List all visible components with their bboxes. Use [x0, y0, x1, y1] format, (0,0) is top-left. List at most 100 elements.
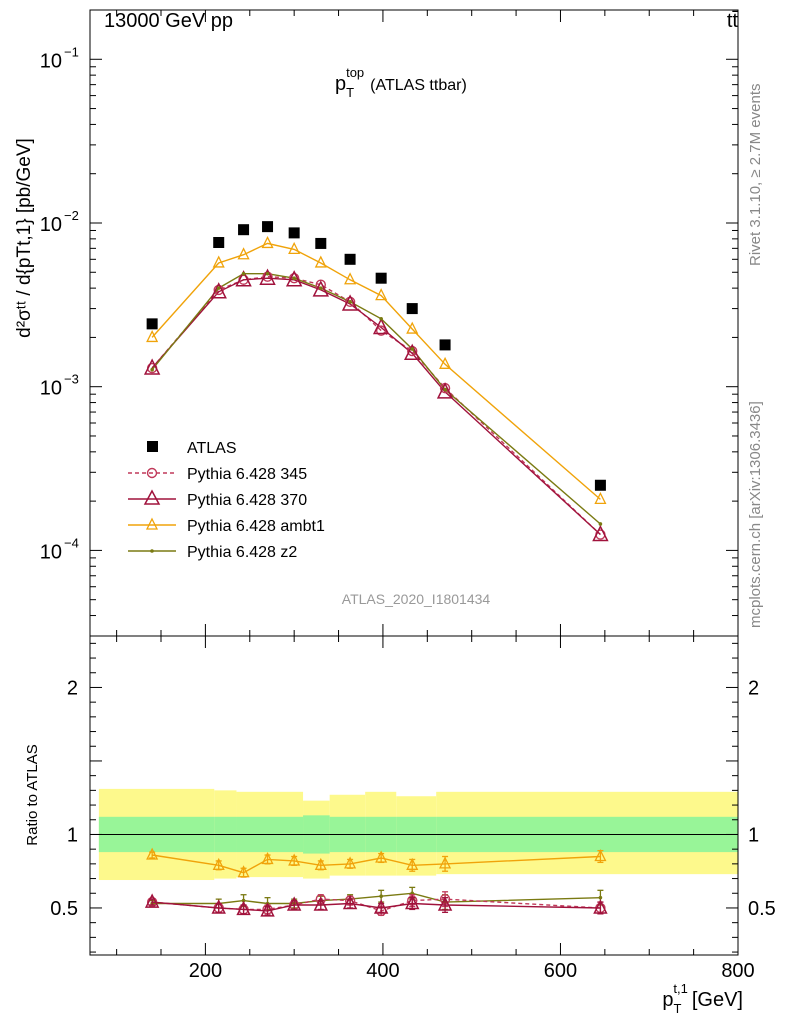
point-pythia-6-428-370-2: [235, 270, 252, 287]
ratio-point-pythia-6-428-ambt1-10: [594, 849, 607, 862]
point-pythia-6-428-370-3: [259, 268, 276, 285]
legend-marker-370: [143, 489, 161, 505]
ratio-point-pythia-6-428-370-2: [236, 900, 251, 916]
point-atlas-9: [439, 339, 451, 351]
point-pythia-6-428-z2-3: [265, 271, 270, 276]
point-atlas-2: [238, 224, 250, 236]
point-atlas-5: [315, 237, 327, 249]
ratio-frame: [89, 635, 739, 956]
point-pythia-6-428-ambt1-0: [146, 329, 159, 343]
main-ytick-exp-3: −4: [64, 535, 79, 550]
title-sub: T: [346, 85, 354, 100]
point-pythia-6-428-ambt1-1: [212, 255, 225, 268]
series-line-pythia-6-428-ambt1: [151, 242, 601, 500]
point-pythia-6-428-345-7: [375, 325, 387, 336]
ratio-ytick-label-right-0: 0.5: [748, 898, 776, 920]
ratio-point-pythia-6-428-ambt1-8: [406, 857, 419, 870]
point-pythia-6-428-ambt1-6: [344, 272, 357, 285]
ratio-point-pythia-6-428-370-4: [286, 896, 302, 911]
ratio-ylabel: Ratio to ATLAS: [24, 744, 41, 845]
point-atlas-4: [288, 227, 300, 239]
point-pythia-6-428-370-5: [312, 280, 330, 297]
xlabel-unit: [GeV]: [692, 989, 743, 1011]
point-pythia-6-428-370-10: [592, 524, 609, 542]
legend-item-atlas: ATLAS: [147, 440, 237, 457]
point-atlas-3: [262, 221, 274, 233]
main-frame: [89, 9, 739, 637]
ratio-point-pythia-6-428-ambt1-5: [314, 857, 327, 870]
point-pythia-6-428-z2-4: [292, 276, 296, 280]
point-pythia-6-428-z2-8: [410, 347, 415, 351]
point-atlas-8: [406, 303, 418, 315]
point-pythia-6-428-370-9: [436, 382, 454, 399]
main-title: pTtop (ATLAS ttbar): [335, 65, 467, 100]
point-pythia-6-428-z2-2: [241, 271, 246, 276]
legend-marker-ambt1: [145, 517, 159, 530]
point-atlas-10: [594, 479, 606, 491]
point-pythia-6-428-ambt1-7: [375, 288, 388, 301]
legend-marker-z2: [150, 549, 154, 553]
xtick-label-2: 600: [544, 960, 577, 982]
point-pythia-6-428-ambt1-10: [594, 491, 607, 505]
point-pythia-6-428-z2-0: [150, 367, 154, 372]
ratio-point-pythia-6-428-370-0: [144, 893, 160, 908]
ratio-point-pythia-6-428-370-8: [405, 894, 420, 910]
xlabel-sub: T: [673, 1001, 681, 1016]
main-ytick-exp-2: −3: [64, 372, 79, 387]
legend-label-ambt1: Pythia 6.428 ambt1: [187, 518, 325, 535]
analysis-tag: ATLAS_2020_I1801434: [342, 591, 491, 607]
point-pythia-6-428-z2-9: [443, 387, 447, 392]
ratio-point-pythia-6-428-ambt1-2: [237, 865, 250, 878]
ratio-point-pythia-6-428-370-1: [211, 899, 226, 914]
legend-label-370: Pythia 6.428 370: [187, 492, 307, 509]
point-pythia-6-428-ambt1-3: [261, 235, 274, 249]
point-atlas-1: [213, 236, 225, 248]
process-label: tt̄: [727, 10, 739, 32]
ratio-ytick-label-right-2: 2: [748, 677, 759, 699]
point-pythia-6-428-370-7: [372, 317, 390, 335]
ratio-ytick-label-right-1: 1: [748, 824, 759, 846]
rivet-label: Rivet 3.1.10, ≥ 2.7M events: [747, 84, 764, 267]
point-pythia-6-428-z2-1: [216, 286, 221, 290]
series-line-pythia-6-428-z2: [151, 273, 601, 525]
point-pythia-6-428-370-0: [143, 358, 161, 375]
ratio-point-pythia-6-428-370-10: [593, 899, 608, 914]
legend-label-z2: Pythia 6.428 z2: [187, 544, 297, 561]
point-pythia-6-428-370-4: [285, 270, 303, 287]
ratio-point-pythia-6-428-ambt1-9: [439, 856, 452, 869]
point-pythia-6-428-z2-7: [379, 316, 383, 321]
ratio-point-pythia-6-428-370-7: [373, 899, 389, 914]
point-atlas-0: [146, 318, 158, 330]
xlabel-sup: t,1: [673, 981, 687, 996]
main-ytick-label-2: 10: [40, 378, 62, 400]
legend-item-ambt1: Pythia 6.428 ambt1: [128, 517, 325, 535]
ratio-point-pythia-6-428-370-6: [342, 894, 358, 910]
point-pythia-6-428-ambt1-8: [406, 321, 419, 334]
point-pythia-6-428-345-4: [288, 272, 300, 284]
point-atlas-6: [344, 253, 356, 265]
point-pythia-6-428-z2-5: [318, 286, 323, 290]
ratio-ytick-label-left-2: 2: [67, 677, 78, 699]
xtick-label-0: 200: [189, 960, 222, 982]
ratio-ytick-label-left-1: 1: [67, 824, 78, 846]
point-pythia-6-428-z2-10: [598, 522, 603, 526]
xtick-label-1: 400: [366, 960, 399, 982]
ratio-plot: 0.5 0.5 1 1 2 2 200 400 600 800: [50, 635, 776, 982]
point-pythia-6-428-370-1: [210, 282, 227, 299]
legend-label-345: Pythia 6.428 345: [187, 466, 307, 483]
main-ytick-label-0: 10: [40, 50, 62, 72]
main-ytick-exp-0: −1: [64, 44, 79, 59]
xtick-label-3: 800: [721, 960, 754, 982]
ratio-point-pythia-6-428-z2-2: [241, 898, 246, 903]
main-ylabel: d²σᵗᵗ / d{pTt,1} [pb/GeV]: [14, 138, 35, 338]
ratio-point-pythia-6-428-z2-10: [598, 895, 603, 900]
point-pythia-6-428-ambt1-2: [237, 247, 250, 260]
ratio-point-pythia-6-428-ambt1-6: [344, 856, 357, 869]
point-pythia-6-428-ambt1-9: [439, 356, 452, 369]
point-pythia-6-428-ambt1-4: [288, 241, 301, 255]
ratio-point-pythia-6-428-ambt1-4: [288, 853, 301, 866]
point-pythia-6-428-z2-6: [348, 300, 352, 304]
main-ytick-label-3: 10: [40, 541, 62, 563]
ratio-point-pythia-6-428-ambt1-3: [261, 851, 274, 865]
